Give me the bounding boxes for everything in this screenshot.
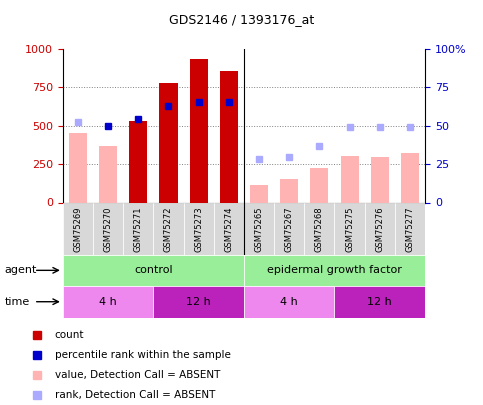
Text: epidermal growth factor: epidermal growth factor: [267, 265, 402, 275]
Text: GSM75265: GSM75265: [255, 206, 264, 252]
Bar: [311, 168, 328, 202]
FancyBboxPatch shape: [154, 202, 184, 255]
Text: GSM75272: GSM75272: [164, 206, 173, 252]
Text: GSM75274: GSM75274: [224, 206, 233, 252]
Text: 12 h: 12 h: [186, 297, 211, 307]
Text: GSM75275: GSM75275: [345, 206, 354, 252]
Bar: [159, 83, 178, 202]
Text: GSM75273: GSM75273: [194, 206, 203, 252]
Text: 4 h: 4 h: [99, 297, 117, 307]
FancyBboxPatch shape: [244, 202, 274, 255]
Text: GSM75271: GSM75271: [134, 206, 143, 252]
Text: 12 h: 12 h: [368, 297, 392, 307]
Text: control: control: [134, 265, 172, 275]
Text: GSM75268: GSM75268: [315, 206, 324, 252]
Text: GSM75267: GSM75267: [284, 206, 294, 252]
Text: value, Detection Call = ABSENT: value, Detection Call = ABSENT: [55, 370, 220, 380]
Bar: [250, 185, 268, 202]
Bar: [189, 59, 208, 202]
FancyBboxPatch shape: [244, 255, 425, 286]
FancyBboxPatch shape: [93, 202, 123, 255]
Bar: [220, 71, 238, 202]
Bar: [280, 179, 298, 202]
Bar: [371, 157, 389, 202]
FancyBboxPatch shape: [63, 286, 154, 318]
Text: GSM75269: GSM75269: [73, 206, 83, 252]
FancyBboxPatch shape: [184, 202, 213, 255]
Bar: [401, 153, 419, 202]
FancyBboxPatch shape: [244, 286, 334, 318]
Text: GSM75276: GSM75276: [375, 206, 384, 252]
Bar: [341, 156, 358, 202]
FancyBboxPatch shape: [63, 202, 93, 255]
Text: 4 h: 4 h: [280, 297, 298, 307]
FancyBboxPatch shape: [304, 202, 334, 255]
FancyBboxPatch shape: [123, 202, 154, 255]
FancyBboxPatch shape: [274, 202, 304, 255]
Text: time: time: [5, 297, 30, 307]
Bar: [129, 121, 147, 202]
Text: GDS2146 / 1393176_at: GDS2146 / 1393176_at: [169, 13, 314, 26]
Text: rank, Detection Call = ABSENT: rank, Detection Call = ABSENT: [55, 390, 215, 400]
FancyBboxPatch shape: [63, 255, 244, 286]
Text: GSM75277: GSM75277: [405, 206, 414, 252]
FancyBboxPatch shape: [395, 202, 425, 255]
Text: count: count: [55, 330, 84, 339]
Bar: [99, 145, 117, 202]
FancyBboxPatch shape: [334, 202, 365, 255]
FancyBboxPatch shape: [154, 286, 244, 318]
FancyBboxPatch shape: [334, 286, 425, 318]
Text: agent: agent: [5, 265, 37, 275]
Bar: [69, 133, 87, 202]
Text: percentile rank within the sample: percentile rank within the sample: [55, 350, 230, 360]
FancyBboxPatch shape: [213, 202, 244, 255]
Text: GSM75270: GSM75270: [103, 206, 113, 252]
FancyBboxPatch shape: [365, 202, 395, 255]
